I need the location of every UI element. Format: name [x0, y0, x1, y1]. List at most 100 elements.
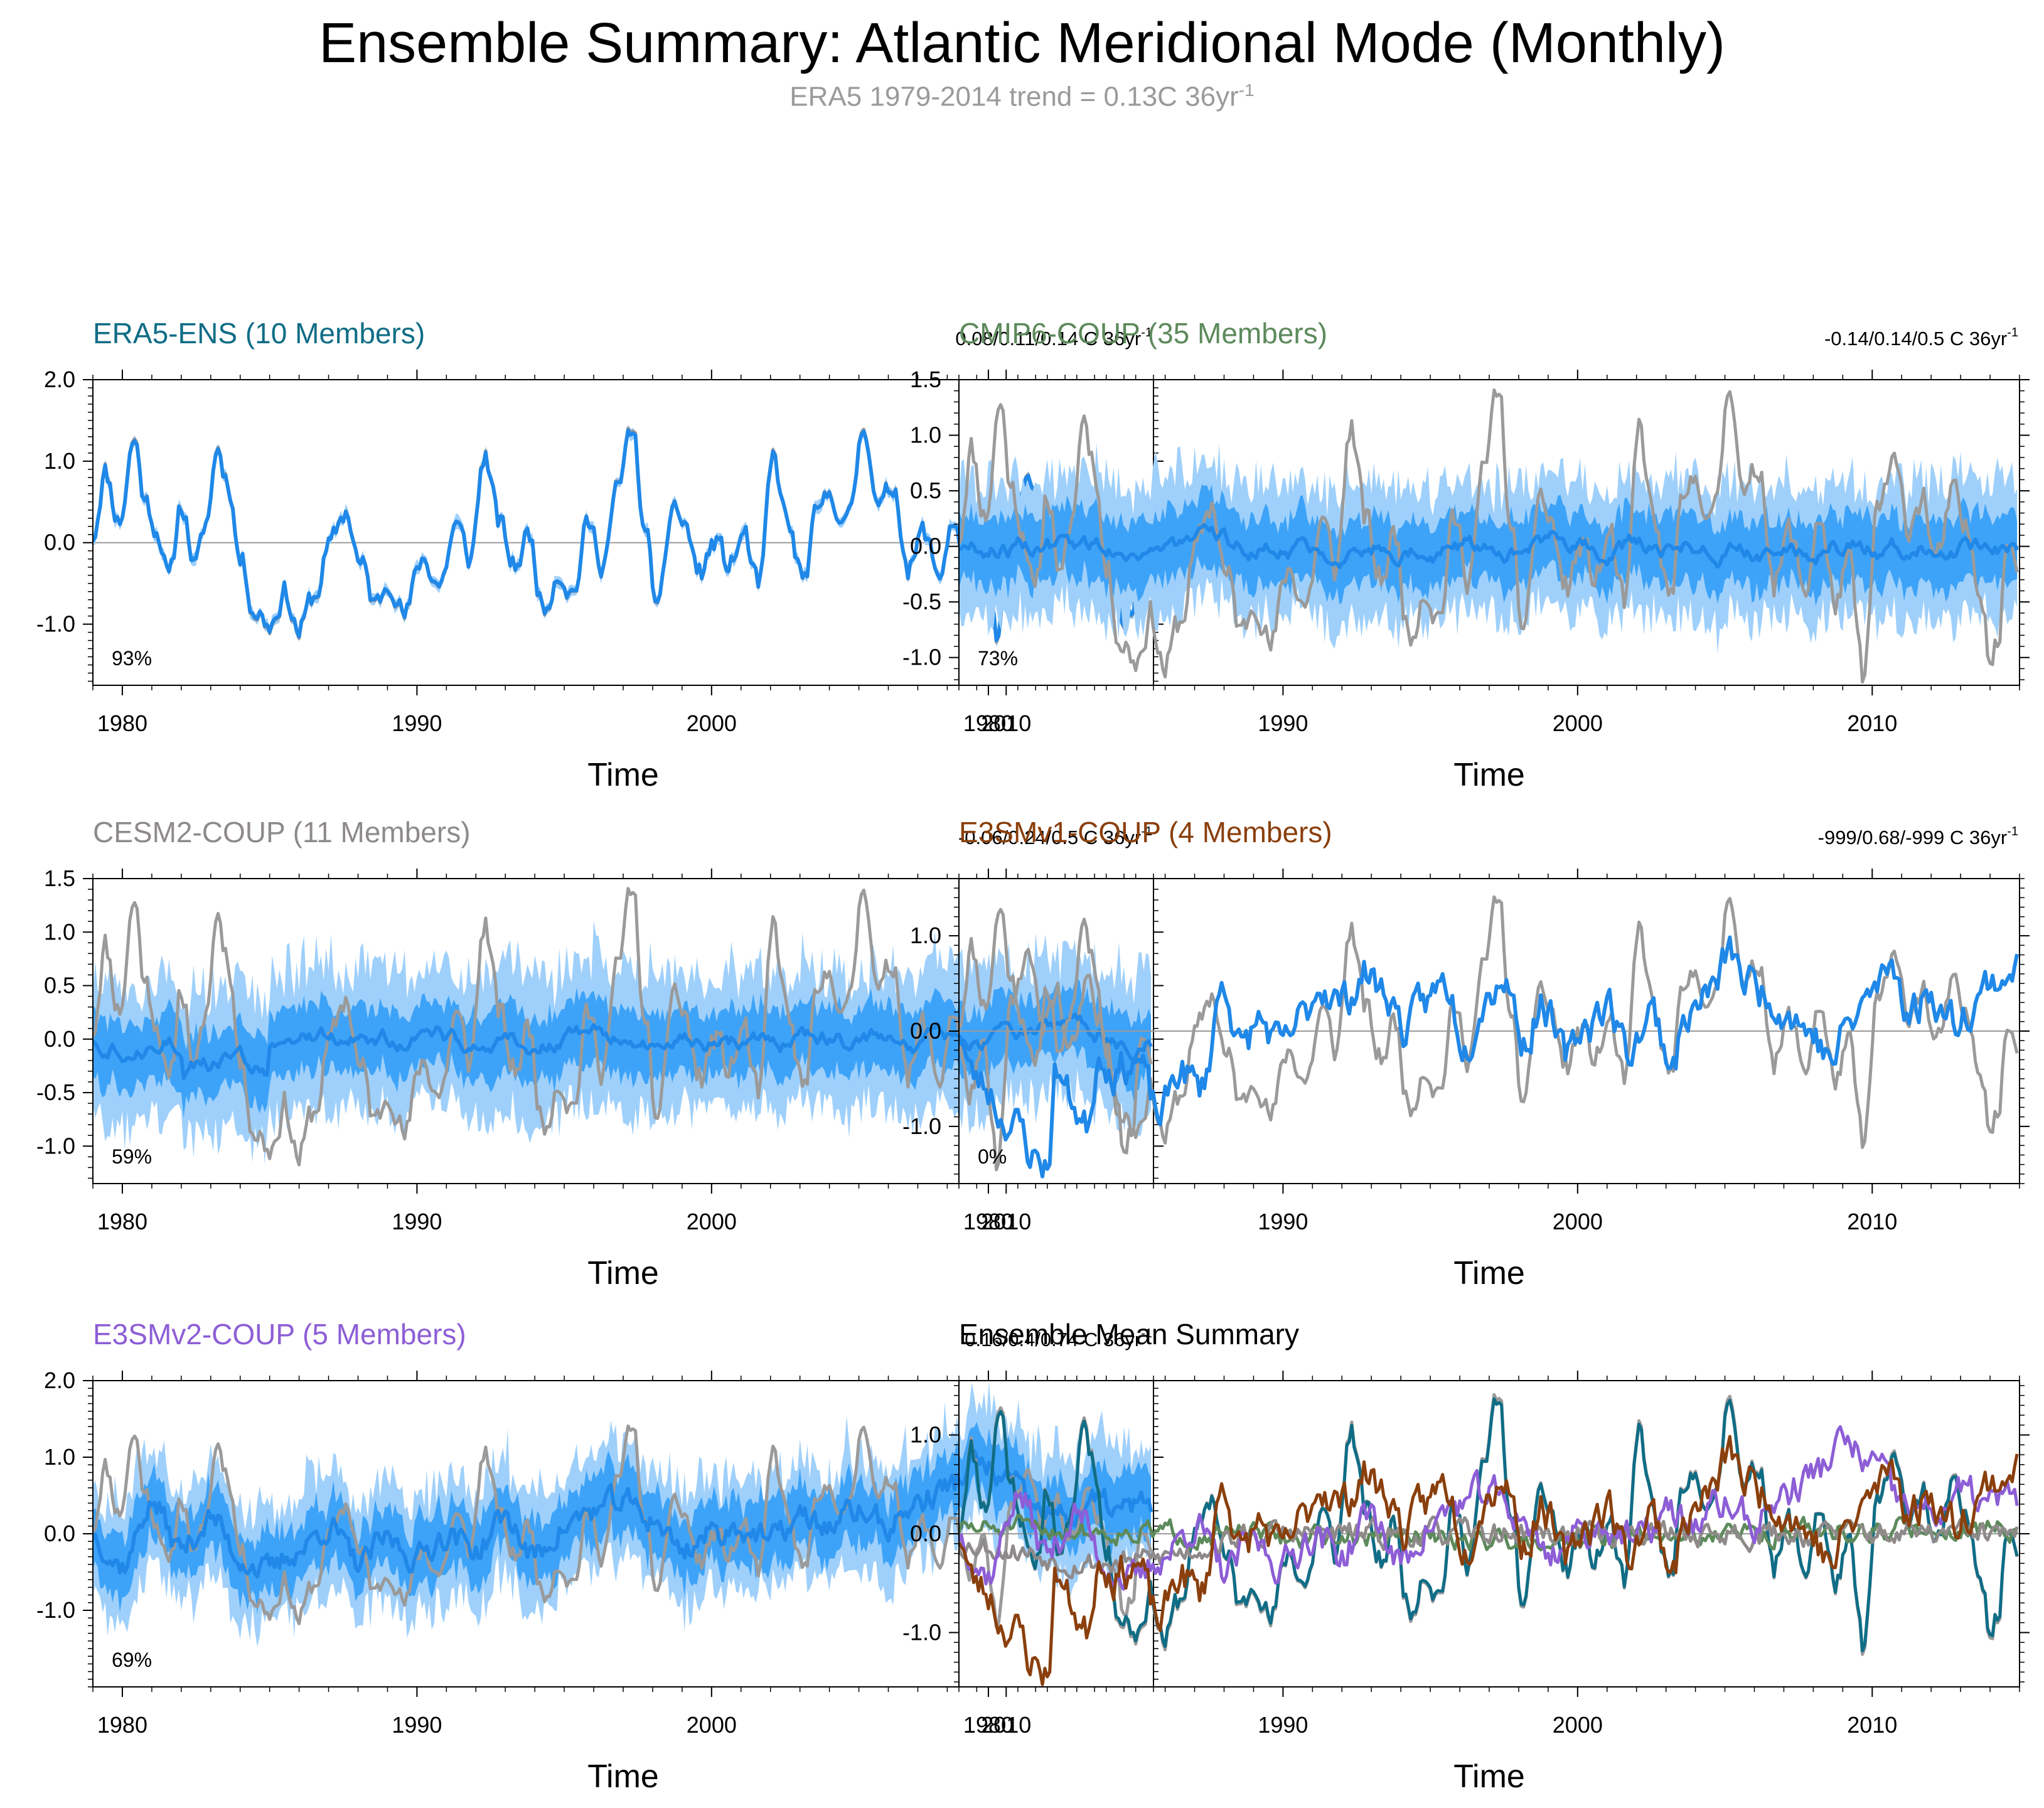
- spread-inner-band: [93, 1421, 1152, 1615]
- ensemble-mean-line: [959, 935, 2020, 1179]
- x-tick-label: 1990: [392, 1209, 442, 1234]
- trend-superscript: -1: [2007, 825, 2018, 838]
- y-tick-label: 1.0: [44, 919, 75, 944]
- x-tick-label: 2000: [1553, 1712, 1603, 1738]
- panel-e3smv2: 2.0 1.0 0.0 -1.0 1980 1990 2000 2010 Time E3SMv2-…: [36, 1318, 1164, 1795]
- percent-label: 69%: [112, 1649, 152, 1671]
- y-tick-label: 1.5: [910, 366, 941, 392]
- y-tick-label: -1.0: [36, 1597, 75, 1623]
- trend-text: 0.16/0.4/0.74 C 36yr: [965, 1329, 1141, 1351]
- trend-superscript: -1: [1141, 825, 1152, 838]
- trend-superscript: -1: [1141, 1327, 1152, 1340]
- y-tick-label: -1.0: [36, 1133, 75, 1158]
- y-tick-label: -1.0: [902, 645, 941, 670]
- x-tick-label: 1980: [963, 1712, 1014, 1738]
- x-tick-label: 2000: [1553, 710, 1603, 736]
- y-tick-label: 1.0: [44, 448, 75, 474]
- series-line-5: [959, 1435, 2019, 1686]
- x-tick-label: 1990: [1258, 1712, 1308, 1738]
- y-tick-label: 0.5: [44, 973, 75, 998]
- y-tick-label: -1.0: [36, 611, 75, 637]
- y-tick-label: -1.0: [902, 1113, 941, 1139]
- x-tick-label: 2010: [981, 1712, 1031, 1738]
- y-tick-label: 1.0: [910, 1422, 941, 1448]
- figure-subtitle: ERA5 1979-2014 trend = 0.13C 36yr-1: [0, 80, 2044, 113]
- ensemble-mean-line: [93, 1448, 1153, 1579]
- x-tick-label: 2000: [1553, 1209, 1603, 1234]
- panel-title: CMIP6-COUP (35 Members): [959, 317, 1327, 350]
- y-tick-label: 1.0: [910, 923, 941, 948]
- x-tick-label: 2010: [1847, 1209, 1897, 1234]
- panel-title: E3SMv2-COUP (5 Members): [93, 1318, 466, 1351]
- trend-text: -0.06/0.24/0.5 C 36yr: [958, 826, 1141, 848]
- x-tick-label: 1990: [1258, 710, 1308, 736]
- plot-area: [93, 1381, 1153, 1647]
- x-tick-label: 1980: [97, 1712, 147, 1738]
- obs-line: [959, 895, 2019, 1149]
- x-axis-label: Time: [1453, 1758, 1525, 1795]
- x-tick-label: 2010: [1847, 1712, 1897, 1738]
- y-tick-label: 1.5: [44, 865, 75, 891]
- trend-superscript: -1: [1141, 326, 1152, 340]
- subtitle-text: ERA5 1979-2014 trend = 0.13C 36yr: [789, 81, 1239, 112]
- panel-e3smv1: 1.0 0.0 -1.0 1980 1990 2000 2010 Time E3SMv1-COU…: [902, 816, 2030, 1292]
- y-tick-label: 0.5: [910, 478, 941, 503]
- y-tick-label: 1.0: [910, 422, 941, 448]
- plot-area: [93, 887, 1153, 1172]
- figure-title: Ensemble Summary: Atlantic Meridional Mo…: [319, 12, 1725, 75]
- y-tick-label: 0.0: [910, 533, 941, 559]
- x-tick-label: 2010: [981, 710, 1031, 736]
- spread-inner-band: [93, 978, 1152, 1118]
- y-tick-label: 0.0: [44, 1026, 75, 1052]
- trend-label: -0.06/0.24/0.5 C 36yr-1: [958, 825, 1152, 848]
- panel-title: CESM2-COUP (11 Members): [93, 816, 471, 848]
- percent-label: 93%: [112, 647, 152, 670]
- trend-label: -0.14/0.14/0.5 C 36yr-1: [1824, 326, 2018, 350]
- x-tick-label: 2000: [687, 1209, 737, 1234]
- x-axis-label: Time: [587, 757, 659, 793]
- subtitle-superscript: -1: [1238, 80, 1255, 100]
- trend-label: -999/0.68/-999 C 36yr-1: [1818, 825, 2018, 848]
- x-tick-label: 2000: [687, 710, 737, 736]
- panel-title: Ensemble Mean Summary: [959, 1318, 1299, 1351]
- trend-text: 0.08/0.11/0.14 C 36yr: [955, 328, 1141, 350]
- trend-label: 0.16/0.4/0.74 C 36yr-1: [965, 1327, 1152, 1351]
- x-tick-label: 1980: [97, 710, 147, 736]
- spread-outer-band: [93, 425, 1152, 648]
- x-axis-label: Time: [587, 1758, 659, 1795]
- series-line-1: [959, 1397, 2019, 1652]
- plot-area: [959, 895, 2020, 1179]
- x-tick-label: 1990: [392, 710, 442, 736]
- obs-line: [959, 388, 2019, 684]
- y-tick-label: -0.5: [902, 589, 941, 614]
- x-tick-label: 2010: [1847, 710, 1897, 736]
- x-tick-label: 2010: [981, 1209, 1031, 1234]
- percent-label: 59%: [112, 1145, 152, 1168]
- trend-superscript: -1: [2007, 326, 2018, 340]
- x-tick-label: 1980: [963, 710, 1014, 736]
- x-tick-label: 2000: [687, 1712, 737, 1738]
- trend-text: -999/0.68/-999 C 36yr: [1818, 826, 2008, 848]
- x-tick-label: 1990: [392, 1712, 442, 1738]
- y-tick-label: 1.0: [44, 1444, 75, 1470]
- x-tick-label: 1990: [1258, 1209, 1308, 1234]
- panel-cmip6: 1.5 1.0 0.5 0.0 -0.5 -1.0 1980 1990 2000 2010 Time…: [902, 317, 2030, 793]
- x-axis-label: Time: [587, 1255, 659, 1292]
- y-tick-label: -1.0: [902, 1619, 941, 1645]
- y-tick-label: 0.0: [910, 1018, 941, 1044]
- panel-cesm2: 1.5 1.0 0.5 0.0 -0.5 -1.0 1980 1990 2000 2010 Time…: [36, 816, 1164, 1292]
- y-tick-label: 0.0: [910, 1521, 941, 1546]
- panel-title: ERA5-ENS (10 Members): [93, 317, 425, 350]
- plot-area: [959, 388, 2020, 684]
- obs-line: [93, 1424, 1153, 1629]
- y-tick-label: 2.0: [44, 1367, 75, 1393]
- y-tick-label: 2.0: [44, 366, 75, 392]
- ensemble-mean-line: [93, 1012, 1153, 1081]
- spread-inner-band: [959, 484, 2018, 606]
- trend-text: -0.14/0.14/0.5 C 36yr: [1824, 328, 2007, 350]
- panel-summary: 1.0 0.0 -1.0 1980 1990 2000 2010 Time Ensemble M…: [902, 1318, 2030, 1795]
- plot-area: [959, 1393, 2020, 1686]
- x-tick-label: 1980: [963, 1209, 1014, 1234]
- x-axis-label: Time: [1453, 757, 1525, 793]
